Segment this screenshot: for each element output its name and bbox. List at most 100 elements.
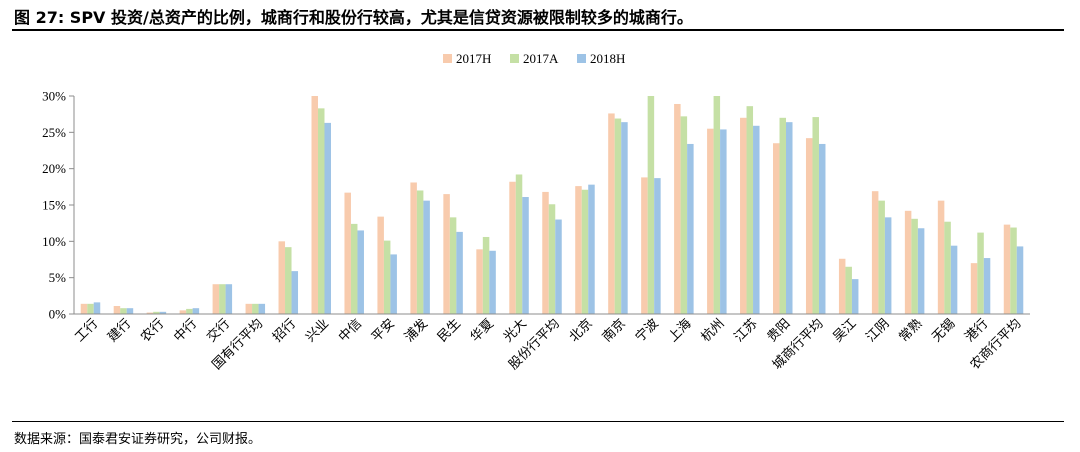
y-tick-label: 5% xyxy=(49,270,67,285)
bar-2017H xyxy=(278,241,286,314)
y-axis: 0% 5% 10% 15% 20% 25% 30% xyxy=(42,89,75,322)
x-tick-label: 港行 xyxy=(962,316,991,345)
title-rule xyxy=(12,29,1064,31)
x-tick-label: 光大 xyxy=(501,316,530,345)
bar-2017H xyxy=(146,312,154,314)
x-tick-label: 农行 xyxy=(138,316,167,345)
bar-2018H xyxy=(753,125,760,314)
x-tick-label: 平安 xyxy=(369,316,398,345)
bar-2017A xyxy=(515,174,523,314)
bar-2018H xyxy=(258,303,266,314)
bar-2018H xyxy=(621,122,628,314)
bar-2017H xyxy=(509,181,516,314)
bar-2017H xyxy=(937,200,945,314)
x-tick-label: 江苏 xyxy=(731,316,761,346)
legend: 2017H 2017A 2018H xyxy=(443,51,625,66)
bar-2018H xyxy=(423,200,430,314)
bar-2018H xyxy=(786,122,793,314)
bar-2018H xyxy=(983,258,991,314)
bar-2017A xyxy=(746,106,754,314)
source-note: 数据来源：国泰君安证券研究，公司财报。 xyxy=(14,432,262,447)
bar-2017H xyxy=(113,306,121,314)
x-tick-label: 北京 xyxy=(567,316,596,345)
x-tick-label: 浦发 xyxy=(401,316,431,346)
bar-2017H xyxy=(542,191,549,314)
legend-swatch-2018H xyxy=(577,54,586,63)
page-title: 图 27: SPV 投资/总资产的比例，城商行和股份行较高，尤其是信贷资源被限制… xyxy=(14,8,693,27)
bar-2018H xyxy=(390,254,397,314)
bar-2017H xyxy=(674,103,681,315)
bar-2017H xyxy=(443,194,450,314)
bar-2017A xyxy=(416,190,424,314)
bar-2018H xyxy=(588,184,595,314)
y-tick-label: 15% xyxy=(42,198,66,213)
legend-label-2017H: 2017H xyxy=(456,51,491,66)
bar-2018H xyxy=(818,143,826,314)
legend-swatch-2017A xyxy=(510,54,519,63)
bar-2018H xyxy=(851,279,859,314)
bar-2017A xyxy=(317,108,325,314)
bar-2017H xyxy=(410,182,417,314)
bar-2017A xyxy=(614,118,622,314)
legend-label-2017A: 2017A xyxy=(523,51,559,66)
footer-rule xyxy=(12,421,1064,422)
bar-2017A xyxy=(878,200,885,314)
bar-2017H xyxy=(838,258,846,314)
x-tick-label: 宁波 xyxy=(632,316,662,346)
bar-2018H xyxy=(884,217,892,314)
bar-2017A xyxy=(186,308,193,314)
bar-2017H xyxy=(575,186,582,314)
bar-chart: 2017H 2017A 2018H 0% 5% 10% 15% 20% 25% 30% 工行 建行… xyxy=(42,51,1030,373)
x-tick-label: 工行 xyxy=(72,316,101,345)
bar-2017H xyxy=(377,216,384,314)
x-tick-label: 常熟 xyxy=(896,316,926,346)
bar-2017H xyxy=(707,128,714,314)
bar-2017H xyxy=(740,117,747,314)
bar-2017H xyxy=(212,284,220,314)
bar-2018H xyxy=(291,271,299,314)
bar-2018H xyxy=(489,250,496,314)
bar-2017H xyxy=(805,138,813,314)
x-tick-label: 中信 xyxy=(336,316,365,345)
x-tick-label: 南京 xyxy=(599,316,629,346)
bar-2017A xyxy=(680,116,688,314)
bar-2017A xyxy=(153,311,160,314)
bar-2018H xyxy=(720,129,727,314)
bar-2018H xyxy=(324,122,331,314)
bar-2018H xyxy=(225,284,233,314)
bar-2017A xyxy=(548,204,556,314)
x-tick-label: 中行 xyxy=(171,316,200,345)
x-tick-label: 兴业 xyxy=(303,316,332,345)
bar-2017A xyxy=(1010,227,1017,314)
y-tick-label: 10% xyxy=(42,234,66,249)
y-tick-label: 30% xyxy=(42,89,66,104)
x-tick-label: 建行 xyxy=(105,316,134,345)
bar-2017A xyxy=(977,232,984,314)
bar-2017A xyxy=(252,303,259,314)
bar-2017A xyxy=(911,218,918,314)
bar-2018H xyxy=(654,178,661,314)
x-tick-label: 吴江 xyxy=(831,316,860,345)
bar-2017H xyxy=(179,310,187,314)
bar-2018H xyxy=(159,311,167,314)
bar-2017A xyxy=(350,223,358,314)
bar-2017A xyxy=(713,96,721,314)
bar-2018H xyxy=(950,245,958,314)
bar-2018H xyxy=(917,228,925,314)
bar-2017H xyxy=(476,249,483,314)
y-tick-label: 0% xyxy=(49,307,67,322)
bar-2018H xyxy=(1016,246,1024,314)
bar-2017A xyxy=(219,284,226,314)
bar-2017A xyxy=(944,221,951,314)
bar-2017H xyxy=(970,263,978,314)
bar-2017A xyxy=(285,247,292,314)
x-tick-label: 民生 xyxy=(435,316,464,345)
bar-2017A xyxy=(383,240,391,314)
x-tick-label: 杭州 xyxy=(699,316,728,345)
bar-2018H xyxy=(522,197,529,314)
bars xyxy=(80,96,1024,315)
bar-2017H xyxy=(245,303,253,314)
bar-2017H xyxy=(344,192,351,314)
bar-2017H xyxy=(773,143,780,314)
